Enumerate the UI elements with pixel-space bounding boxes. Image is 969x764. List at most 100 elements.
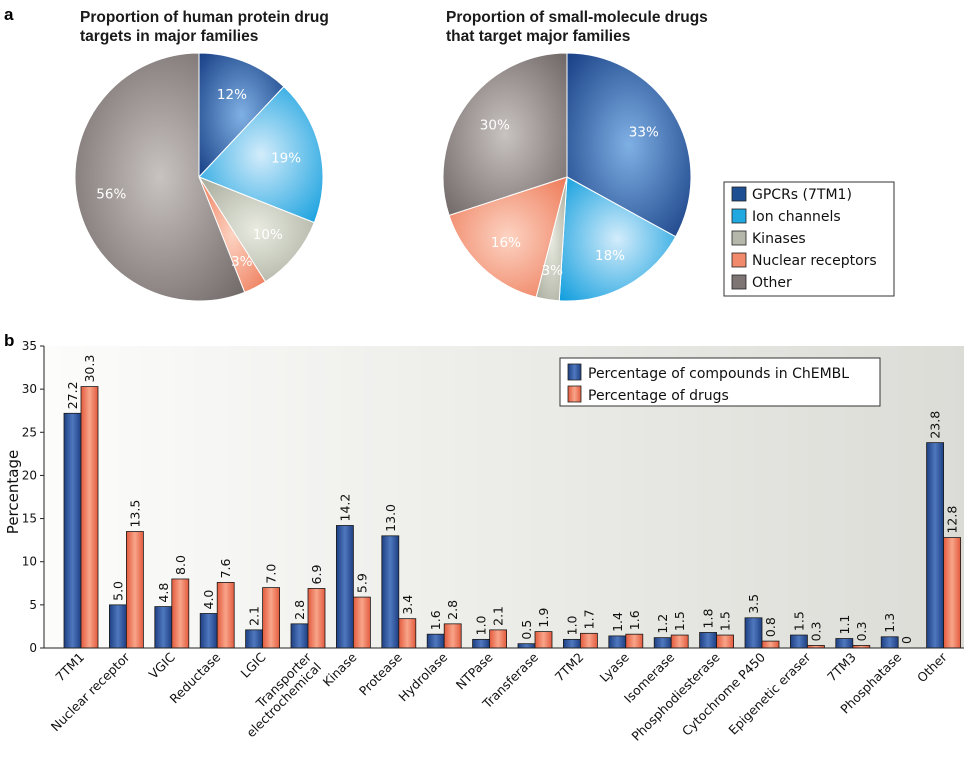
pie2-slice-nuclear [448, 176, 568, 298]
bar-value-drugs-7tm2: 1.7 [581, 609, 596, 629]
x-category-label-line: Epigenetic eraser [725, 649, 814, 738]
pie1-slice-gpcr [198, 52, 285, 179]
bar-legend-swatch-drugs [567, 385, 582, 403]
legend-swatch-kinase [731, 230, 747, 246]
legend-label-ion: Ion channels [752, 209, 841, 225]
legend-label-other: Other [752, 275, 792, 291]
bar-drugs-other [943, 537, 961, 649]
bar-value-drugs-hydrolase: 2.8 [445, 600, 460, 620]
x-category-label-line: LGIC [238, 649, 269, 680]
bar-value-drugs-cytochrome-p450: 0.8 [763, 617, 778, 637]
bar-chembl-ntpase [472, 638, 491, 649]
y-axis-title: Percentage [4, 450, 22, 534]
x-category-label-phosphodiesterase: Phosphodiesterase [628, 649, 722, 743]
bar-value-chembl-reductase: 4.0 [201, 590, 216, 610]
bar-chembl-epigenetic-eraser [790, 634, 808, 649]
bar-legend-label-drugs: Percentage of drugs [588, 388, 729, 404]
x-category-label-lgic: LGIC [238, 649, 269, 680]
bar-chembl-vgic [154, 606, 173, 649]
bar-chembl-lgic [245, 629, 264, 649]
x-category-label-7tm2: 7TM2 [552, 650, 587, 685]
y-tick-label: 20 [22, 468, 37, 482]
bar-value-chembl-transporter-electrochemical: 2.8 [292, 600, 307, 620]
bar-drugs-phosphodiesterase [716, 634, 734, 649]
x-category-label-line: Other [914, 649, 950, 685]
bar-value-chembl-ntpase: 1.0 [474, 615, 489, 635]
bar-value-drugs-lgic: 7.0 [264, 564, 279, 584]
bar-value-chembl-nuclear-receptor: 5.0 [110, 581, 125, 601]
bar-chembl-other [926, 442, 944, 649]
y-tick-label: 15 [22, 512, 37, 526]
pie1-title-line1: Proportion of human protein drug [80, 9, 329, 26]
pie1-slice-ion [198, 85, 324, 224]
bar-value-chembl-epigenetic-eraser: 1.5 [791, 611, 806, 631]
bar-value-chembl-7tm3: 1.1 [837, 615, 852, 635]
x-category-label-lyase: Lyase [597, 649, 633, 685]
bar-chembl-reductase [199, 613, 218, 649]
x-category-label-7tm1: 7TM1 [52, 650, 87, 685]
bar-value-drugs-nuclear-receptor: 13.5 [127, 500, 142, 528]
legend-label-gpcr: GPCRs (7TM1) [752, 187, 852, 203]
bar-drugs-nuclear-receptor [126, 531, 144, 649]
bar-drugs-protease [398, 618, 417, 649]
bar-value-drugs-phosphodiesterase: 1.5 [718, 611, 733, 631]
bar-value-drugs-transporter-electrochemical: 6.9 [309, 565, 324, 585]
pie1-label-kinase: 10% [253, 227, 283, 243]
bar-drugs-isomerase [670, 634, 689, 649]
bar-legend-box [559, 357, 881, 407]
bar-value-drugs-ntpase: 2.1 [491, 606, 506, 626]
pie2-label-ion: 18% [595, 248, 625, 264]
bar-chembl-isomerase [653, 637, 672, 649]
bar-chart: 0 5 10 15 20 25 30 35 Percentage 27.230.3 5.0 13.… [4, 339, 964, 744]
y-tick-label: 35 [22, 339, 37, 353]
bar-value-drugs-vgic: 8.0 [173, 555, 188, 575]
bar-drugs-hydrolase [443, 623, 462, 649]
bar-value-chembl-lgic: 2.1 [247, 606, 262, 626]
bar-drugs-7tm1 [80, 386, 99, 649]
y-axis: 0 5 10 15 20 25 30 35 [22, 339, 45, 655]
legend-swatch-ion [731, 208, 747, 224]
bar-drugs-transferase [534, 631, 553, 649]
x-category-label-ntpase: NTPase [453, 649, 496, 692]
bar-value-chembl-protease: 13.0 [383, 504, 398, 532]
pie1-label-other: 56% [96, 187, 126, 203]
x-category-label-line: 7TM1 [52, 650, 87, 685]
bar-drugs-reductase [216, 582, 235, 649]
bar-value-chembl-hydrolase: 1.6 [428, 610, 443, 630]
pie1-label-ion: 19% [271, 151, 301, 167]
bar-chembl-7tm1 [63, 412, 82, 649]
bar-value-drugs-reductase: 7.6 [218, 558, 233, 578]
panel-label-a: a [4, 5, 14, 24]
x-category-label-hydrolase: Hydrolase [395, 649, 450, 704]
bar-legend-label-chembl: Percentage of compounds in ChEMBL [588, 366, 849, 382]
bar-chembl-phosphodiesterase [699, 632, 717, 649]
bar-value-chembl-other: 23.8 [928, 411, 943, 439]
x-category-label-line: NTPase [453, 649, 496, 692]
pie-chart-drugs: Proportion of small-molecule drugs that … [442, 9, 708, 302]
bar-drugs-lgic [262, 587, 281, 649]
x-category-label-line: VGIC [146, 649, 178, 681]
bar-drugs-ntpase [489, 629, 508, 649]
y-tick-label: 10 [22, 555, 37, 569]
legend-label-kinase: Kinases [752, 231, 806, 247]
pie2-label-other: 30% [480, 118, 510, 134]
bar-chembl-cytochrome-p450 [744, 617, 763, 649]
bar-value-chembl-phosphodiesterase: 1.8 [701, 609, 716, 629]
legend-swatch-other [731, 274, 747, 290]
panel-label-b: b [4, 331, 14, 350]
bar-chembl-7tm3 [835, 638, 854, 649]
bar-value-drugs-transferase: 1.9 [536, 608, 551, 628]
x-category-label-epigenetic-eraser: Epigenetic eraser [725, 649, 814, 738]
legend-label-nuclear: Nuclear receptors [752, 253, 877, 269]
x-category-label-nuclear-receptor: Nuclear receptor [48, 649, 133, 734]
bar-value-drugs-7tm1: 30.3 [82, 355, 97, 383]
x-category-label-line: Lyase [597, 649, 633, 685]
pie2-slice-gpcr [566, 52, 692, 238]
x-category-label-line: Nuclear receptor [48, 649, 133, 734]
x-category-label-other: Other [914, 649, 950, 685]
y-tick-label: 5 [29, 598, 37, 612]
legend-swatch-gpcr [731, 186, 747, 202]
pie2-slice-ion [558, 176, 677, 302]
x-category-label-line: Hydrolase [395, 649, 450, 704]
